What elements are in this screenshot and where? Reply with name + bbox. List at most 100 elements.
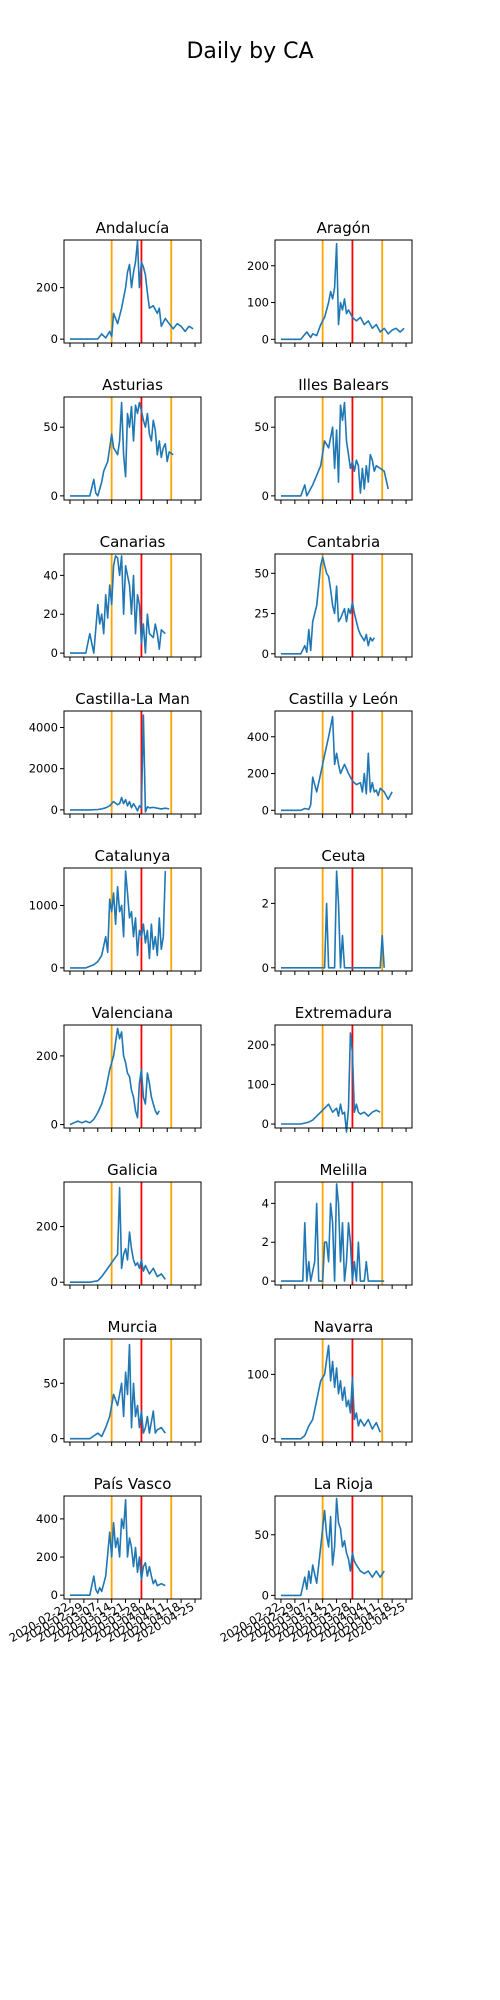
y-tick-label: 40 <box>43 568 58 582</box>
subplot-ceuta: Ceuta 0 2 <box>262 847 413 975</box>
subplot-title: La Rioja <box>314 1475 373 1493</box>
y-tick-label: 2 <box>262 896 269 910</box>
series-line <box>281 1032 381 1133</box>
subplot-la-rioja: La Rioja0502020-02-222020-02-292020-03-0… <box>218 1475 413 1645</box>
subplot-asturias: Asturias 0 50 <box>43 376 202 504</box>
subplot-arag-n: Aragón 0 100 200 <box>247 219 413 347</box>
series-line <box>70 1343 166 1440</box>
series-line <box>281 401 389 497</box>
y-tick-label: 0 <box>51 489 58 503</box>
y-tick-label: 200 <box>36 1220 58 1234</box>
subplot-title: Castilla y León <box>289 690 398 708</box>
subplot-title: Murcia <box>108 1318 158 1336</box>
y-tick-label: 200 <box>36 1550 58 1564</box>
y-tick-label: 100 <box>247 1367 269 1381</box>
y-tick-label: 50 <box>43 420 58 434</box>
y-tick-label: 0 <box>51 803 58 817</box>
axes-frame <box>63 1181 202 1286</box>
y-tick-label: 0 <box>262 332 269 346</box>
series-line <box>70 555 166 654</box>
series-line <box>70 401 174 497</box>
subplot-title: Navarra <box>314 1318 374 1336</box>
subplot-title: Extremadura <box>295 1004 393 1022</box>
y-tick-label: 0 <box>51 332 58 346</box>
subplot-title: Andalucía <box>96 219 170 237</box>
axes-frame <box>274 1181 413 1286</box>
y-tick-label: 0 <box>262 489 269 503</box>
axes-frame <box>274 1495 413 1600</box>
axes-frame <box>63 239 202 344</box>
subplot-title: Ceuta <box>321 847 365 865</box>
y-tick-label: 0 <box>51 1432 58 1446</box>
subplot-grid: Andalucía0200Aragón0100200Asturias050Ill… <box>7 219 413 1645</box>
series-line <box>70 870 167 969</box>
subplot-title: Valenciana <box>92 1004 174 1022</box>
axes-frame <box>63 1024 202 1129</box>
series-line <box>70 1186 166 1283</box>
subplot-title: Melilla <box>319 1161 367 1179</box>
series-line <box>281 1183 385 1282</box>
y-tick-label: 1000 <box>29 898 58 912</box>
y-tick-label: 200 <box>36 1049 58 1063</box>
y-tick-label: 20 <box>43 607 58 621</box>
subplot-title: Canarias <box>100 533 166 551</box>
axes-frame <box>274 1024 413 1129</box>
subplot-title: Aragón <box>317 219 371 237</box>
subplot-pa-s-vasco: País Vasco02004002020-02-222020-02-29202… <box>7 1475 202 1645</box>
axes-frame <box>274 1338 413 1443</box>
y-tick-label: 0 <box>51 1275 58 1289</box>
figure-title: Daily by CA <box>186 39 313 64</box>
axes-frame <box>274 396 413 501</box>
y-tick-label: 0 <box>262 1274 269 1288</box>
y-tick-label: 400 <box>36 1512 58 1526</box>
subplot-castilla-la-man: Castilla-La Man 0 2000 4000 <box>29 690 202 818</box>
y-tick-label: 400 <box>247 730 269 744</box>
y-tick-label: 200 <box>36 281 58 295</box>
y-tick-label: 50 <box>254 566 269 580</box>
y-tick-label: 2 <box>262 1235 269 1249</box>
y-tick-label: 0 <box>51 646 58 660</box>
subplot-title: Asturias <box>102 376 163 394</box>
subplot-cantabria: Cantabria 0 25 50 <box>254 533 413 661</box>
y-tick-label: 200 <box>247 767 269 781</box>
subplot-title: País Vasco <box>94 1475 172 1493</box>
y-tick-label: 200 <box>247 259 269 273</box>
subplot-title: Castilla-La Man <box>75 690 189 708</box>
subplot-galicia: Galicia 0 200 <box>36 1161 202 1289</box>
subplot-title: Cantabria <box>307 533 380 551</box>
subplot-andaluc-a: Andalucía 0 200 <box>36 219 202 347</box>
axes-frame <box>274 553 413 658</box>
y-tick-label: 200 <box>247 1038 269 1052</box>
y-tick-label: 2000 <box>29 762 58 776</box>
series-line <box>69 1027 160 1126</box>
axes-frame <box>274 239 413 344</box>
y-tick-label: 0 <box>262 1117 269 1131</box>
axes-frame <box>274 867 413 972</box>
y-tick-label: 50 <box>254 1528 269 1542</box>
series-line <box>281 715 393 812</box>
y-tick-label: 0 <box>262 647 269 661</box>
y-tick-label: 100 <box>247 296 269 310</box>
y-tick-label: 4000 <box>29 720 58 734</box>
y-tick-label: 50 <box>43 1376 58 1390</box>
series-line <box>281 556 375 655</box>
subplot-canarias: Canarias 0 20 40 <box>43 533 202 661</box>
y-tick-label: 0 <box>51 1118 58 1132</box>
series-line <box>70 240 194 340</box>
series-line <box>281 1344 381 1440</box>
y-tick-label: 100 <box>247 1077 269 1091</box>
subplot-title: Catalunya <box>95 847 171 865</box>
axes-frame <box>63 553 202 658</box>
axes-frame <box>63 710 202 815</box>
y-tick-label: 0 <box>51 961 58 975</box>
subplot-extremadura: Extremadura 0 100 200 <box>247 1004 413 1133</box>
subplot-title: Galicia <box>107 1161 158 1179</box>
series-line <box>70 714 170 813</box>
y-tick-label: 0 <box>262 1588 269 1602</box>
y-tick-label: 50 <box>254 420 269 434</box>
series-line <box>70 1499 166 1596</box>
y-tick-label: 0 <box>262 1432 269 1446</box>
subplot-castilla-y-le-n: Castilla y León 0 200 400 <box>247 690 413 818</box>
subplot-melilla: Melilla 0 2 4 <box>262 1161 413 1289</box>
